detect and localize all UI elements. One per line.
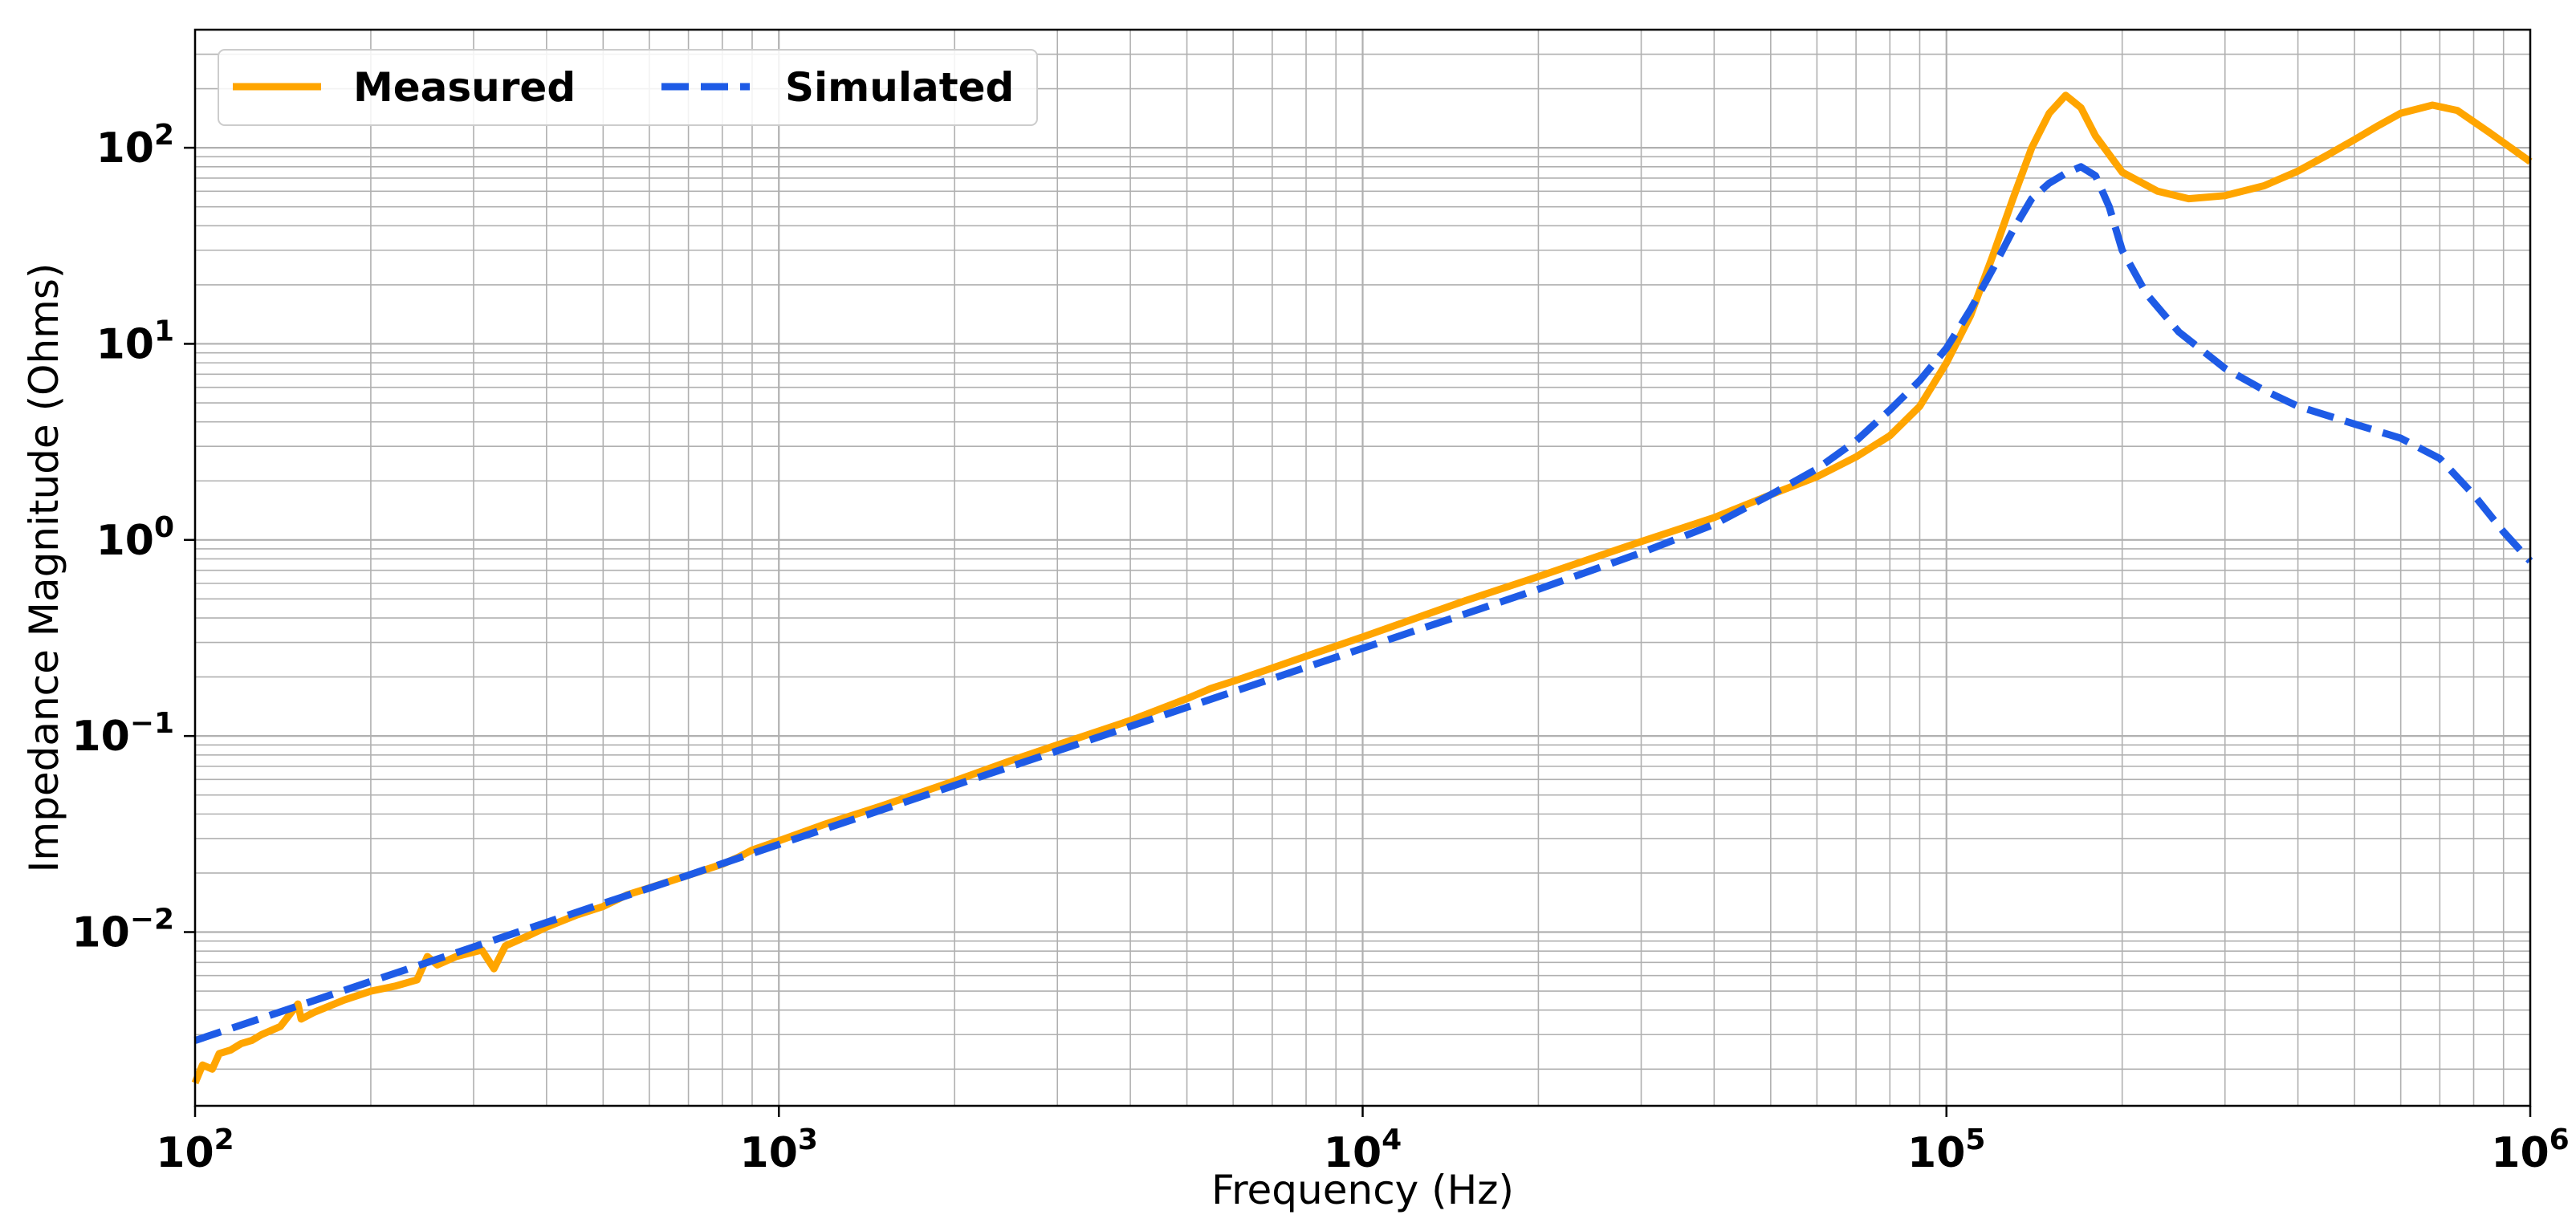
legend-box — [218, 49, 1038, 126]
x-tick-label: 102 — [156, 1123, 234, 1177]
x-tick-label: 106 — [2491, 1123, 2569, 1177]
x-tick-label: 105 — [1907, 1123, 1985, 1177]
series-line-simulated — [193, 163, 2533, 1044]
y-tick-label: 10−1 — [71, 707, 174, 761]
y-tick-label: 100 — [96, 511, 174, 565]
legend-label-measured: Measured — [353, 64, 576, 111]
y-axis-label: Impedance Magnitude (Ohms) — [21, 263, 67, 873]
y-tick-label: 101 — [96, 315, 174, 368]
y-tick-label: 10−2 — [71, 903, 174, 957]
ticks: 102 103 104 105 106 10−2 10−1 100 101 102 — [71, 119, 2569, 1177]
series-layer — [191, 91, 2533, 1085]
legend-label-simulated: Simulated — [785, 64, 1014, 111]
x-tick-label: 104 — [1324, 1123, 1402, 1177]
x-tick-label: 103 — [740, 1123, 818, 1177]
x-axis-label: Frequency (Hz) — [1211, 1167, 1514, 1213]
legend: Measured Simulated — [218, 49, 1038, 126]
y-tick-label: 102 — [96, 119, 174, 173]
grid — [193, 29, 2530, 1106]
series-line-measured — [191, 91, 2533, 1085]
